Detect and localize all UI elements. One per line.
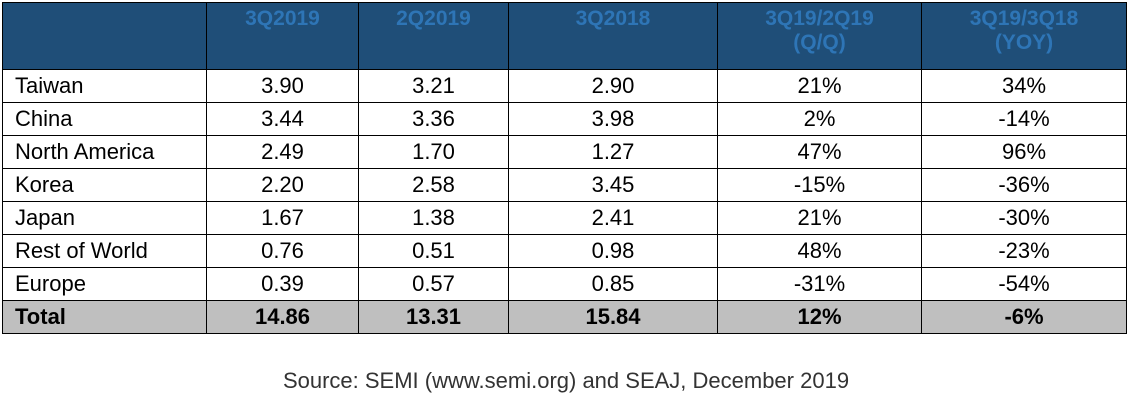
- value-cell: 1.70: [358, 135, 509, 169]
- value-cell: -30%: [921, 201, 1127, 235]
- region-cell: Europe: [2, 267, 207, 301]
- region-cell: Korea: [2, 168, 207, 202]
- header-cell-3q2019: 3Q2019: [206, 2, 359, 70]
- region-cell: Japan: [2, 201, 207, 235]
- value-cell: 21%: [717, 69, 922, 103]
- value-cell: -6%: [921, 300, 1127, 334]
- value-cell: 1.27: [508, 135, 718, 169]
- table-row: North America 2.49 1.70 1.27 47% 96%: [2, 135, 1127, 169]
- header-label: 3Q2019: [245, 7, 320, 30]
- value-cell: 0.57: [358, 267, 509, 301]
- billings-table: 3Q2019 2Q2019 3Q2018 3Q19/2Q19 (Q/Q) 3Q1…: [2, 2, 1127, 334]
- header-cell-yoy: 3Q19/3Q18 (YOY): [921, 2, 1127, 70]
- value-cell: 21%: [717, 201, 922, 235]
- header-label: 3Q19/3Q18: [969, 7, 1079, 30]
- value-cell: -14%: [921, 102, 1127, 136]
- value-cell: 3.44: [206, 102, 359, 136]
- header-cell-3q2018: 3Q2018: [508, 2, 718, 70]
- region-cell: Taiwan: [2, 69, 207, 103]
- table-row: Japan 1.67 1.38 2.41 21% -30%: [2, 201, 1127, 235]
- value-cell: -36%: [921, 168, 1127, 202]
- header-sublabel: (Q/Q): [793, 31, 846, 54]
- region-cell: China: [2, 102, 207, 136]
- value-cell: -54%: [921, 267, 1127, 301]
- header-cell-qoq: 3Q19/2Q19 (Q/Q): [717, 2, 922, 70]
- table-row: Korea 2.20 2.58 3.45 -15% -36%: [2, 168, 1127, 202]
- value-cell: 3.90: [206, 69, 359, 103]
- region-cell: Total: [2, 300, 207, 334]
- value-cell: 3.21: [358, 69, 509, 103]
- value-cell: 47%: [717, 135, 922, 169]
- table-row: Taiwan 3.90 3.21 2.90 21% 34%: [2, 69, 1127, 103]
- value-cell: 96%: [921, 135, 1127, 169]
- value-cell: 0.51: [358, 234, 509, 268]
- value-cell: 13.31: [358, 300, 509, 334]
- value-cell: 0.76: [206, 234, 359, 268]
- value-cell: 15.84: [508, 300, 718, 334]
- value-cell: 14.86: [206, 300, 359, 334]
- value-cell: 48%: [717, 234, 922, 268]
- total-row: Total 14.86 13.31 15.84 12% -6%: [2, 300, 1127, 334]
- value-cell: 2.20: [206, 168, 359, 202]
- value-cell: 12%: [717, 300, 922, 334]
- value-cell: 3.98: [508, 102, 718, 136]
- header-cell-2q2019: 2Q2019: [358, 2, 509, 70]
- value-cell: 0.85: [508, 267, 718, 301]
- value-cell: 2.49: [206, 135, 359, 169]
- value-cell: -23%: [921, 234, 1127, 268]
- header-label: 2Q2019: [396, 7, 471, 30]
- value-cell: 3.36: [358, 102, 509, 136]
- header-label: 3Q2018: [575, 7, 651, 30]
- value-cell: -15%: [717, 168, 922, 202]
- region-cell: Rest of World: [2, 234, 207, 268]
- table-row: Europe 0.39 0.57 0.85 -31% -54%: [2, 267, 1127, 301]
- table-row: China 3.44 3.36 3.98 2% -14%: [2, 102, 1127, 136]
- table-row: Rest of World 0.76 0.51 0.98 48% -23%: [2, 234, 1127, 268]
- header-row: 3Q2019 2Q2019 3Q2018 3Q19/2Q19 (Q/Q) 3Q1…: [2, 2, 1127, 70]
- value-cell: 0.98: [508, 234, 718, 268]
- value-cell: -31%: [717, 267, 922, 301]
- value-cell: 2.90: [508, 69, 718, 103]
- value-cell: 2.58: [358, 168, 509, 202]
- header-cell-region: [2, 2, 207, 70]
- value-cell: 34%: [921, 69, 1127, 103]
- value-cell: 1.67: [206, 201, 359, 235]
- header-label: 3Q19/2Q19: [765, 7, 874, 30]
- table-body: Taiwan 3.90 3.21 2.90 21% 34% China 3.44 3.36 3.9…: [2, 69, 1127, 334]
- value-cell: 2.41: [508, 201, 718, 235]
- value-cell: 1.38: [358, 201, 509, 235]
- region-cell: North America: [2, 135, 207, 169]
- value-cell: 0.39: [206, 267, 359, 301]
- value-cell: 2%: [717, 102, 922, 136]
- value-cell: 3.45: [508, 168, 718, 202]
- header-sublabel: (YOY): [994, 31, 1054, 54]
- source-note: Source: SEMI (www.semi.org) and SEAJ, De…: [282, 368, 850, 393]
